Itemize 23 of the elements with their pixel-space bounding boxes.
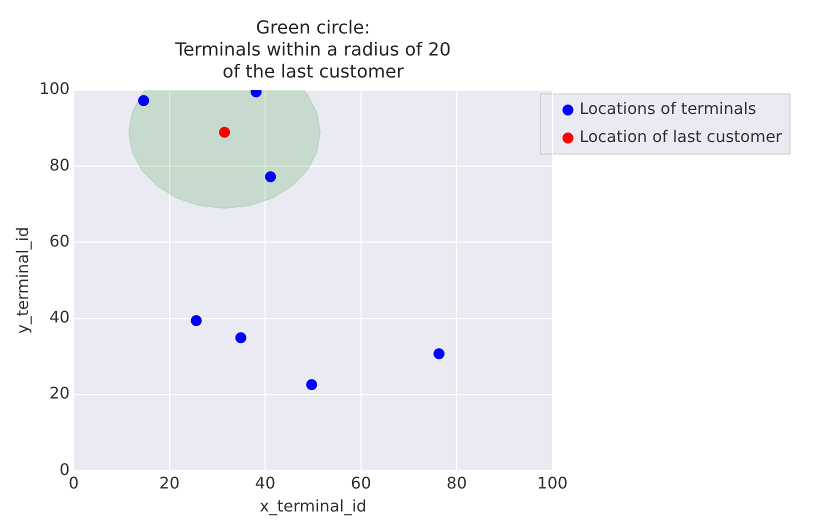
x-tick-label: 80 <box>446 473 467 492</box>
y-tick-label: 60 <box>49 231 70 250</box>
y-tick-label: 100 <box>39 79 70 98</box>
legend-label: Location of last customer <box>579 127 782 146</box>
point <box>235 332 246 344</box>
y-tick-label: 80 <box>49 155 70 174</box>
x-tick-label: 40 <box>255 473 276 492</box>
x-tick-label: 20 <box>159 473 180 492</box>
x-tick-label: 60 <box>350 473 372 492</box>
point <box>433 348 444 360</box>
x-axis-title: x_terminal_id <box>260 496 367 516</box>
legend-label: Locations of terminals <box>579 99 756 118</box>
y-axis-title: y_terminal_id <box>12 226 32 334</box>
y-tick-label: 20 <box>49 384 70 403</box>
point <box>306 379 318 390</box>
chart-title: Green circle: Terminals within a radius of 20 of the last customer <box>174 18 451 83</box>
point <box>190 315 202 326</box>
y-tick-label: 40 <box>49 308 70 327</box>
y-tick-label: 0 <box>60 460 70 479</box>
point <box>264 171 276 182</box>
point <box>138 95 150 106</box>
x-tick-label: 100 <box>537 473 568 492</box>
point <box>219 126 230 138</box>
